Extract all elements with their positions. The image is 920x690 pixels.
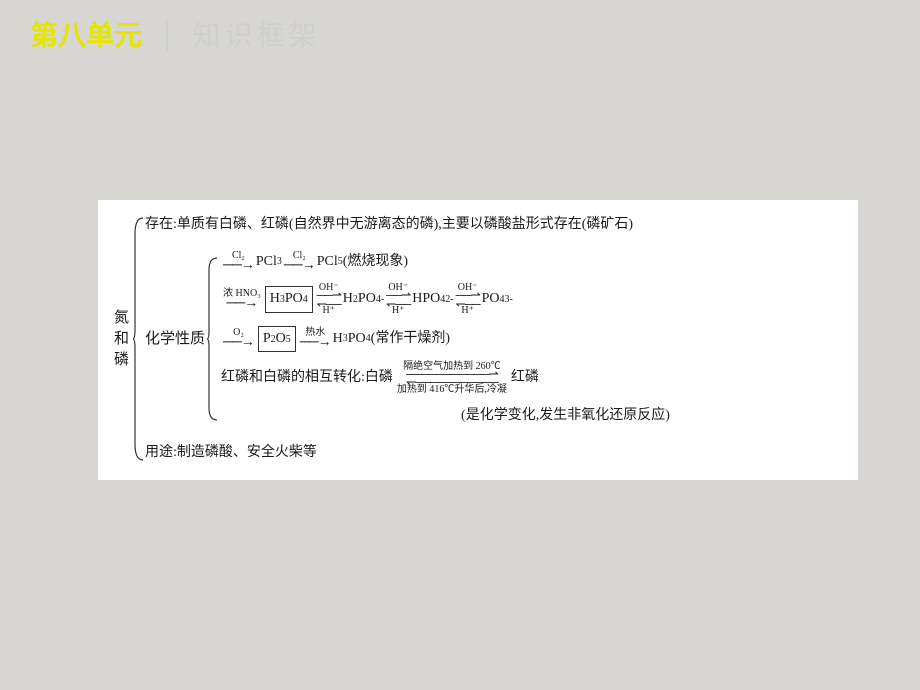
usage-row: 用途:制造磷酸、安全火柴等 [145, 442, 670, 464]
arrow-icon: Cl₂──→ [284, 251, 315, 273]
equilibrium-icon: OH⁻──⇀↽──H⁺ [386, 283, 410, 316]
header-separator: │ [158, 22, 176, 52]
conversion-arrows: 隔绝空气加热到 260℃───────────⇀↽───────────加热到 … [397, 362, 507, 394]
arrow-icon: 热水──→ [300, 328, 331, 350]
reaction-line-2: 浓 HNO₃──→H3PO4OH⁻──⇀↽──H⁺H2PO4-OH⁻──⇀↽──… [221, 283, 670, 316]
outer-label: 氮和磷 [110, 214, 133, 464]
inner-brace-2 [207, 254, 219, 424]
existence-row: 存在:单质有白磷、红磷(自然界中无游离态的磷),主要以磷酸盐形式存在(磷矿石) [145, 214, 670, 236]
equilibrium-icon: OH⁻──⇀↽──H⁺ [317, 283, 341, 316]
boxed-formula: P2O5 [258, 326, 296, 352]
boxed-formula: H3PO4 [265, 286, 313, 312]
reaction-line-4: 红磷和白磷的相互转化:白磷隔绝空气加热到 260℃───────────⇀↽──… [221, 362, 670, 394]
outer-group: 氮和磷 存在:单质有白磷、红磷(自然界中无游离态的磷),主要以磷酸盐形式存在(磷… [110, 214, 846, 464]
reaction-note: (是化学变化,发生非氧化还原反应) [221, 405, 670, 427]
arrow-icon: 浓 HNO₃──→ [223, 289, 261, 311]
phosphorus-group: 化学性质 Cl₂──→PCl3Cl₂──→PCl5(燃烧现象) 浓 HNO₃──→H… [145, 251, 670, 427]
equilibrium-icon: OH⁻──⇀↽──H⁺ [456, 283, 480, 316]
outer-brace [133, 214, 145, 464]
unit-label: 第八单元 [30, 14, 142, 54]
sections: 存在:单质有白磷、红磷(自然界中无游离态的磷),主要以磷酸盐形式存在(磷矿石) … [145, 214, 670, 464]
arrow-icon: Cl₂──→ [223, 251, 254, 273]
arrow-icon: O₂──→ [223, 328, 254, 350]
page-header: 第八单元 │ 知识框架 [30, 14, 320, 54]
reaction-line-3: O₂──→P2O5热水──→H3PO4(常作干燥剂) [221, 326, 670, 352]
content-panel: 氮和磷 存在:单质有白磷、红磷(自然界中无游离态的磷),主要以磷酸盐形式存在(磷… [98, 200, 858, 480]
chem-prop-label: 化学性质 [145, 327, 207, 351]
chem-lines: Cl₂──→PCl3Cl₂──→PCl5(燃烧现象) 浓 HNO₃──→H3PO4… [219, 251, 670, 427]
reaction-line-1: Cl₂──→PCl3Cl₂──→PCl5(燃烧现象) [221, 251, 670, 273]
page-root: 第八单元 │ 知识框架 氮和磷 存在:单质有白磷、红磷(自然界中无游离态的磷),… [0, 0, 920, 690]
page-title: 知识框架 [192, 14, 320, 54]
